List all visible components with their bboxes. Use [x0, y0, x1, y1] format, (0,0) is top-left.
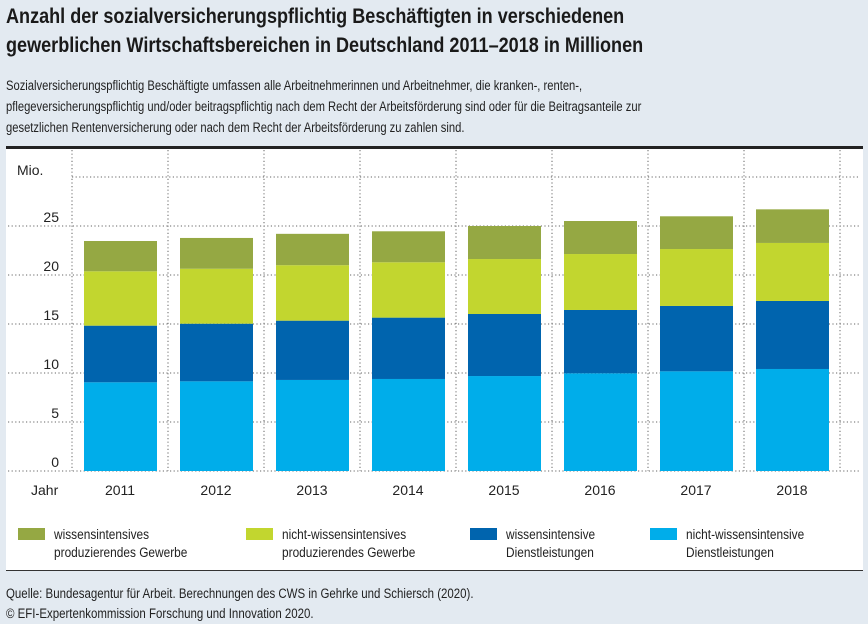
bar-segment-2016-series-1 [564, 309, 637, 374]
source-note: Quelle: Bundesagentur für Arbeit. Berech… [6, 586, 474, 601]
bar-group-2018 [756, 209, 829, 471]
bar-segment-2018-series-3 [756, 209, 829, 243]
x-tick-label: 2016 [584, 482, 615, 498]
y-tick-label: 20 [43, 258, 59, 274]
y-tick-label: 15 [43, 307, 59, 323]
bar-segment-2015-series-3 [468, 226, 541, 260]
bar-group-2013 [276, 233, 349, 471]
description-line-1: Sozialversicherungspflichtig Beschäftigt… [6, 78, 583, 93]
x-tick-label: 2018 [776, 482, 807, 498]
bar-group-2014 [372, 231, 445, 471]
y-tick-label: 25 [43, 209, 59, 225]
bar-segment-2017-series-0 [660, 371, 733, 471]
bar-segment-2011-series-0 [84, 382, 157, 471]
x-tick-label: 2015 [488, 482, 519, 498]
bar-segment-2014-series-1 [372, 317, 445, 379]
bar-group-2011 [84, 240, 157, 471]
bar-segment-2018-series-0 [756, 368, 829, 471]
bar-segment-2015-series-1 [468, 314, 541, 377]
y-axis: 0 5 10 15 20 25 [43, 209, 59, 470]
copyright-note: © EFI-Expertenkommission Forschung und I… [6, 606, 314, 621]
x-axis: 2011 2012 2013 2014 2015 2016 2017 2018 [105, 482, 808, 498]
legend-swatch [650, 528, 677, 540]
legend-swatch [18, 528, 45, 540]
bar-segment-2016-series-0 [564, 373, 637, 471]
chart-title: Anzahl der sozialversicherungspflichtig … [6, 2, 643, 60]
footer: Quelle: Bundesagentur für Arbeit. Berech… [6, 584, 474, 624]
description-line-2: pflegeversicherungspflichtig und/oder be… [6, 99, 642, 114]
bar-segment-2018-series-2 [756, 242, 829, 301]
bar-segment-2018-series-1 [756, 300, 829, 369]
bar-segment-2013-series-1 [276, 320, 349, 380]
bar-segment-2014-series-3 [372, 231, 445, 263]
legend-swatch [470, 528, 497, 540]
title-line-2: gewerblichen Wirtschaftsbereichen in Deu… [6, 34, 644, 57]
bar-group-2016 [564, 221, 637, 471]
bar-segment-2017-series-3 [660, 216, 733, 250]
bar-segment-2011-series-1 [84, 325, 157, 383]
chart-description: Sozialversicherungspflichtig Beschäftigt… [6, 75, 641, 138]
x-tick-label: 2012 [200, 482, 231, 498]
x-tick-label: 2013 [296, 482, 327, 498]
legend-swatch [246, 528, 273, 540]
x-tick-label: 2014 [392, 482, 423, 498]
y-tick-label: 5 [51, 405, 59, 421]
bar-segment-2013-series-3 [276, 233, 349, 266]
bar-segment-2014-series-0 [372, 378, 445, 471]
x-axis-label: Jahr [31, 482, 59, 498]
bar-group-2015 [468, 226, 541, 471]
bar-segment-2017-series-2 [660, 249, 733, 306]
legend-label: nicht-wissensintensives produzierendes Ge… [282, 527, 416, 560]
bar-segment-2016-series-2 [564, 254, 637, 310]
y-axis-unit-label: Mio. [17, 162, 43, 178]
bar-segment-2017-series-1 [660, 305, 733, 372]
bar-segment-2015-series-0 [468, 376, 541, 471]
bar-segment-2013-series-2 [276, 265, 349, 321]
bar-segment-2015-series-2 [468, 259, 541, 315]
bar-segment-2013-series-0 [276, 379, 349, 471]
bar-segment-2011-series-2 [84, 271, 157, 326]
bar-segment-2012-series-2 [180, 268, 253, 324]
description-line-3: gesetzlichen Rentenversicherung oder nac… [6, 120, 465, 135]
y-tick-label: 10 [43, 356, 59, 372]
bar-segment-2012-series-0 [180, 381, 253, 471]
bar-segment-2016-series-3 [564, 221, 637, 255]
bar-group-2012 [180, 237, 253, 471]
legend-label: wissensintensive Dienstleistungen [506, 527, 596, 560]
x-tick-label: 2011 [105, 482, 135, 498]
title-line-1: Anzahl der sozialversicherungspflichtig … [6, 5, 625, 28]
legend-label: nicht-wissensintensive Dienstleistungen [686, 527, 805, 560]
y-tick-label: 0 [51, 454, 59, 470]
bars [84, 209, 829, 471]
bar-segment-2014-series-2 [372, 262, 445, 318]
bar-group-2017 [660, 216, 733, 471]
bar-segment-2012-series-1 [180, 323, 253, 382]
bar-segment-2011-series-3 [84, 240, 157, 272]
bar-segment-2012-series-3 [180, 237, 253, 269]
legend-label: wissensintensives produzierendes Gewerbe [54, 527, 188, 560]
x-tick-label: 2017 [680, 482, 711, 498]
